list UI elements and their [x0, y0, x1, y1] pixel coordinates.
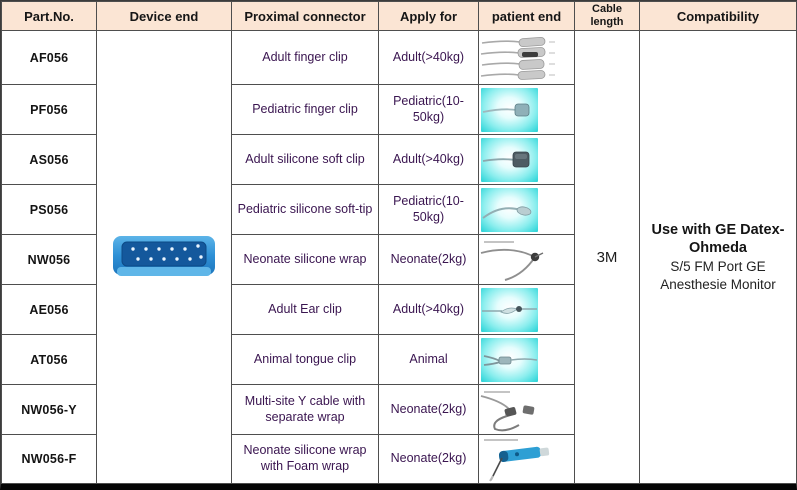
- blue-12-pin-connector-icon: [113, 235, 215, 276]
- compatibility-bold-text: Use with GE Datex-Ohmeda: [651, 221, 785, 257]
- cell-apply-for: Neonate(2kg): [378, 434, 479, 484]
- cell-apply-for: Adult(>40kg): [378, 30, 479, 85]
- pediatric-soft-tip-photo-icon: [481, 187, 538, 232]
- cell-apply-for: Adult(>40kg): [378, 284, 479, 335]
- cell-apply-for: Pediatric(10-50kg): [378, 84, 479, 135]
- table-row: PF056 Pediatric finger clip Pediatric(10…: [1, 84, 797, 135]
- cell-part-no: NW056-F: [1, 434, 97, 484]
- cell-patient-end: [478, 384, 575, 435]
- cell-proximal-connector: Neonate silicone wrap: [231, 234, 379, 285]
- cell-compatibility: Use with GE Datex-Ohmeda S/5 FM Port GE …: [639, 30, 797, 484]
- cell-patient-end: [478, 434, 575, 484]
- col-header-cable-length: Cable length: [574, 1, 640, 31]
- cell-patient-end: [478, 84, 575, 135]
- cell-device-end: [96, 30, 232, 484]
- cell-part-no: NW056-Y: [1, 384, 97, 435]
- cell-apply-for: Pediatric(10-50kg): [378, 184, 479, 235]
- cell-apply-for: Animal: [378, 334, 479, 385]
- cell-proximal-connector: Adult finger clip: [231, 30, 379, 85]
- adult-ear-clip-photo-icon: [481, 287, 538, 332]
- cell-patient-end: [478, 234, 575, 285]
- cell-part-no: PF056: [1, 84, 97, 135]
- col-header-patient-end: patient end: [478, 1, 575, 31]
- cell-part-no: AF056: [1, 30, 97, 85]
- cell-part-no: NW056: [1, 234, 97, 285]
- table-row: NW056 Neonate silicone wrap Neonate(2kg): [1, 234, 797, 285]
- table-row: NW056-F Neonate silicone wrap with Foam …: [1, 434, 797, 484]
- cell-patient-end: [478, 184, 575, 235]
- col-header-device-end: Device end: [96, 1, 232, 31]
- table-row: AE056 Adult Ear clip Adult(>40kg): [1, 284, 797, 335]
- compatibility-regular-text: S/5 FM Port GE Anesthesie Monitor: [660, 259, 776, 292]
- animal-tongue-clip-photo-icon: [481, 337, 538, 382]
- neonate-foam-wrap-photo-icon: [484, 439, 550, 482]
- cell-proximal-connector: Animal tongue clip: [231, 334, 379, 385]
- col-header-proximal-connector: Proximal connector: [231, 1, 379, 31]
- cell-patient-end: [478, 334, 575, 385]
- table-row: AT056 Animal tongue clip Animal: [1, 334, 797, 385]
- table-row: NW056-Y Multi-site Y cable with separate…: [1, 384, 797, 435]
- neonate-wrap-photo-icon: [480, 240, 544, 281]
- table-header: Part.No. Device end Proximal connector A…: [1, 1, 797, 31]
- cell-patient-end: [478, 284, 575, 335]
- cell-proximal-connector: Adult Ear clip: [231, 284, 379, 335]
- pediatric-finger-clip-photo-icon: [481, 87, 538, 132]
- cell-apply-for: Adult(>40kg): [378, 134, 479, 185]
- cell-apply-for: Neonate(2kg): [378, 384, 479, 435]
- cell-apply-for: Neonate(2kg): [378, 234, 479, 285]
- col-header-compatibility: Compatibility: [639, 1, 797, 31]
- cell-part-no: AE056: [1, 284, 97, 335]
- table-row: AF056: [1, 30, 797, 484]
- cell-proximal-connector: Neonate silicone wrap with Foam wrap: [231, 434, 379, 484]
- adult-finger-clips-photo-icon: [480, 36, 555, 80]
- cell-patient-end: [478, 134, 575, 185]
- cell-proximal-connector: Pediatric silicone soft-tip: [231, 184, 379, 235]
- cell-cable-length: 3M: [574, 30, 640, 484]
- cell-proximal-connector: Adult silicone soft clip: [231, 134, 379, 185]
- multi-site-y-cable-photo-icon: [480, 390, 535, 431]
- cell-proximal-connector: Multi-site Y cable with separate wrap: [231, 384, 379, 435]
- cell-part-no: AT056: [1, 334, 97, 385]
- table-row: PS056 Pediatric silicone soft-tip Pediat…: [1, 184, 797, 235]
- col-header-apply-for: Apply for: [378, 1, 479, 31]
- cell-part-no: AS056: [1, 134, 97, 185]
- adult-silicone-soft-clip-photo-icon: [481, 137, 538, 182]
- cell-patient-end: [478, 30, 575, 85]
- col-header-part-no: Part.No.: [1, 1, 97, 31]
- cell-part-no: PS056: [1, 184, 97, 235]
- cell-proximal-connector: Pediatric finger clip: [231, 84, 379, 135]
